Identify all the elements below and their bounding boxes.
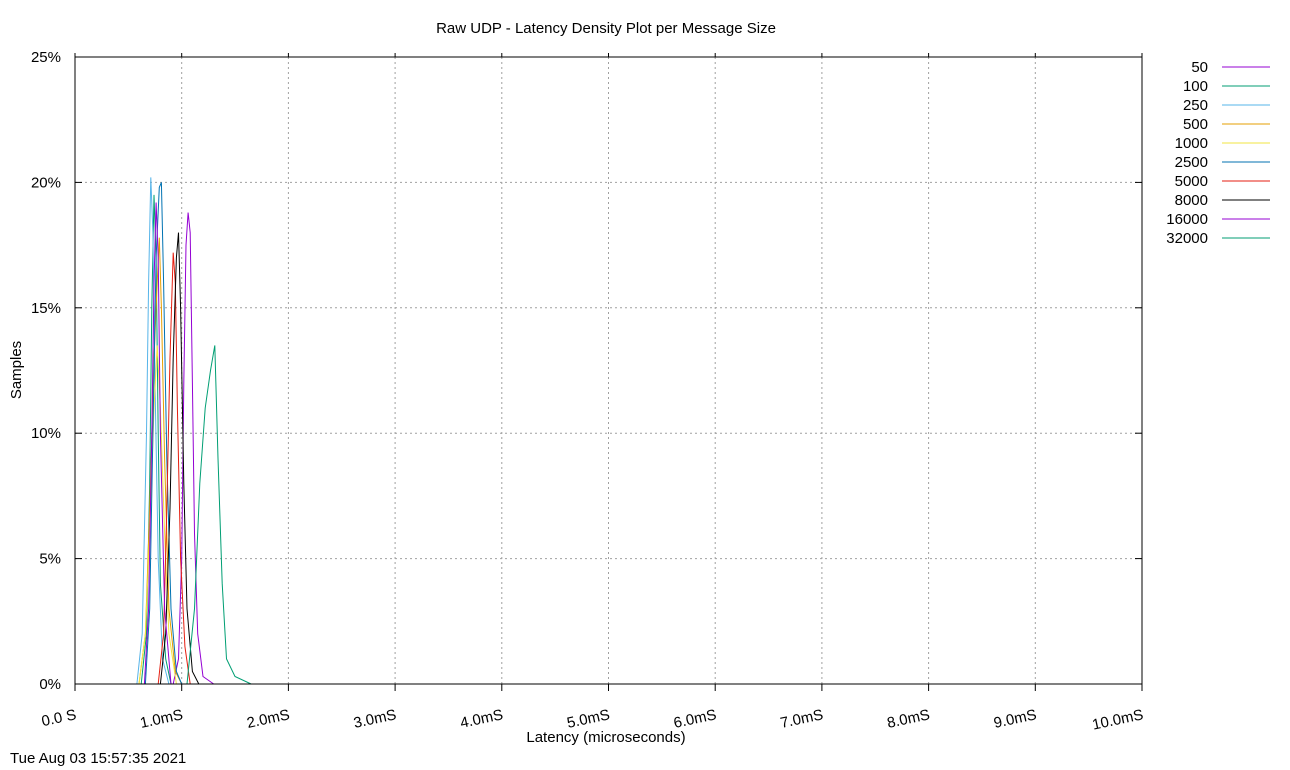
series-line-8000 [159, 232, 200, 685]
x-tick-label: 0.0 S [40, 706, 78, 730]
y-axis-label: Samples [8, 341, 25, 399]
series-line-16000 [143, 202, 172, 685]
series-line-2500 [144, 182, 183, 685]
x-tick-label: 4.0mS [459, 706, 505, 732]
legend-label: 16000 [1166, 211, 1208, 228]
series-line-50 [172, 212, 214, 685]
legend-label: 32000 [1166, 230, 1208, 247]
legend-label: 500 [1183, 116, 1208, 133]
y-tick-label: 20% [31, 174, 61, 191]
grid-lines [75, 57, 1142, 684]
x-axis-label: Latency (microseconds) [526, 729, 685, 746]
y-tick-label: 10% [31, 425, 61, 442]
series-line-250 [136, 177, 170, 685]
legend-label: 8000 [1175, 192, 1208, 209]
y-tick-label: 0% [39, 676, 61, 693]
x-tick-label: 1.0mS [139, 706, 185, 732]
legend-label: 1000 [1175, 135, 1208, 152]
series-lines [136, 177, 252, 685]
legend: 50 100 250 500 1000 2500 5000 8000 16000 32000 [1166, 59, 1270, 247]
x-tick-label: 7.0mS [779, 706, 825, 732]
x-tick-label: 3.0mS [352, 706, 398, 732]
x-tick-label: 10.0mS [1091, 706, 1145, 733]
legend-label: 50 [1191, 59, 1208, 76]
x-tick-label: 2.0mS [245, 706, 291, 732]
legend-label: 100 [1183, 78, 1208, 95]
y-tick-label: 15% [31, 300, 61, 317]
series-line-32000 [186, 345, 252, 685]
series-line-500 [138, 237, 183, 685]
legend-label: 5000 [1175, 173, 1208, 190]
series-line-5000 [157, 252, 191, 685]
series-line-1000 [138, 345, 177, 685]
y-tick-label: 5% [39, 551, 61, 568]
axis-ticks [74, 53, 1143, 691]
y-tick-labels: 0% 5% 10% 15% 20% 25% [31, 49, 61, 693]
timestamp-footer: Tue Aug 03 15:57:35 2021 [10, 750, 187, 767]
legend-label: 250 [1183, 97, 1208, 114]
legend-label: 2500 [1175, 154, 1208, 171]
x-tick-label: 8.0mS [885, 706, 931, 732]
x-tick-label: 9.0mS [992, 706, 1038, 732]
chart-title: Raw UDP - Latency Density Plot per Messa… [436, 20, 776, 37]
plot-area-frame [74, 56, 1143, 685]
y-tick-label: 25% [31, 49, 61, 66]
